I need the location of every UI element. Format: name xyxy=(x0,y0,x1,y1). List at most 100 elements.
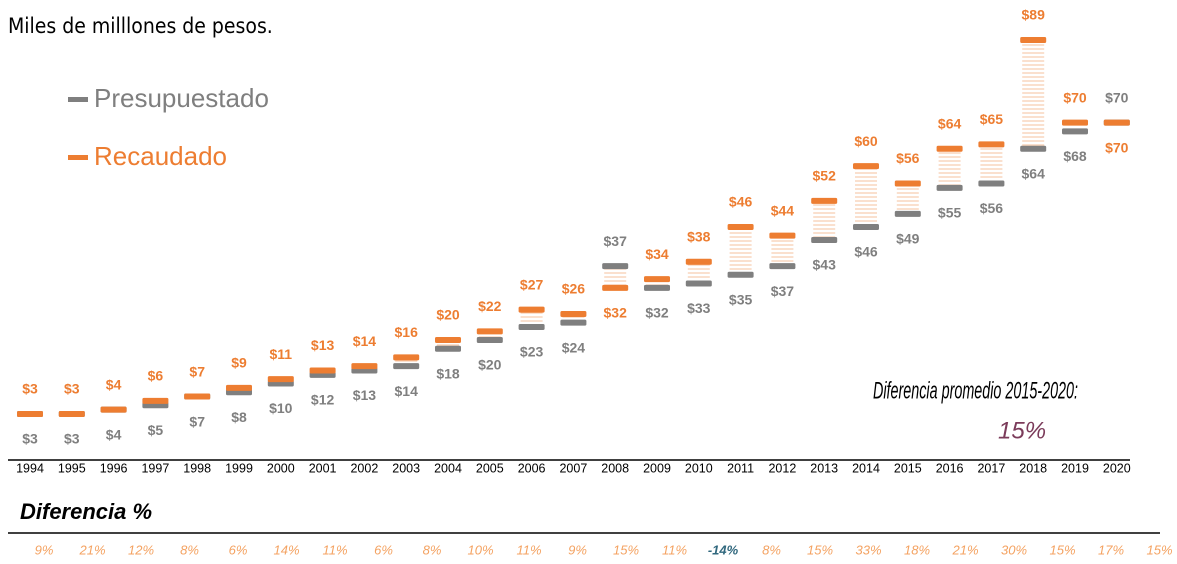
dumbbell-end xyxy=(769,232,796,239)
data-label: $46 xyxy=(854,244,878,260)
data-label: $18 xyxy=(436,365,460,381)
x-tick-label: 1999 xyxy=(225,461,253,475)
gap-hatch xyxy=(646,279,668,288)
dumbbell-end xyxy=(351,363,378,370)
gap-hatch xyxy=(562,313,585,323)
data-label: $32 xyxy=(604,305,628,321)
x-tick-label: 2007 xyxy=(559,461,587,475)
data-label: $23 xyxy=(520,344,544,360)
data-label: $44 xyxy=(771,202,795,218)
legend-swatch xyxy=(68,97,88,102)
data-label: $35 xyxy=(729,292,753,308)
difference-label: 6% xyxy=(229,542,248,557)
data-label: $64 xyxy=(938,115,962,131)
data-label: $10 xyxy=(269,400,293,416)
dumbbell-end xyxy=(518,323,545,330)
dumbbell-end xyxy=(894,180,921,187)
data-label: $70 xyxy=(1105,89,1129,105)
dumbbell-end xyxy=(560,310,587,317)
gap-hatch xyxy=(687,261,710,284)
data-label: $26 xyxy=(562,281,586,297)
difference-label: 10% xyxy=(467,542,493,557)
data-label: $13 xyxy=(353,387,377,403)
difference-label: 21% xyxy=(951,542,978,557)
data-label: $56 xyxy=(980,200,1004,216)
difference-label: 18% xyxy=(904,542,930,557)
dumbbell-end xyxy=(853,223,879,230)
dumbbell-end xyxy=(1020,145,1047,152)
difference-label: 12% xyxy=(128,542,154,557)
x-tick-label: 1995 xyxy=(58,461,86,475)
data-label: $38 xyxy=(687,228,711,244)
x-tick-label: 2010 xyxy=(685,461,713,475)
x-tick-label: 2003 xyxy=(392,461,420,475)
dumbbell-end xyxy=(894,210,921,217)
x-tick-label: 2000 xyxy=(267,461,295,475)
dumbbell-end xyxy=(936,145,963,152)
data-label: $20 xyxy=(436,307,460,323)
dumbbell-end xyxy=(644,284,670,291)
data-label: $11 xyxy=(270,346,293,362)
annotation-value: 15% xyxy=(998,417,1046,444)
difference-label: 11% xyxy=(322,542,347,557)
difference-label: 15% xyxy=(613,542,639,557)
dumbbell-end xyxy=(602,263,629,270)
difference-label: 11% xyxy=(662,542,687,557)
difference-label: 8% xyxy=(423,542,442,557)
x-tick-label: 2018 xyxy=(1019,461,1047,475)
data-label: $3 xyxy=(64,431,80,447)
dumbbell-end xyxy=(1062,128,1088,135)
x-tick-label: 2017 xyxy=(977,461,1005,475)
dumbbell-end xyxy=(309,367,336,374)
dumbbell-end xyxy=(476,337,503,344)
data-label: $37 xyxy=(604,233,628,249)
gap-hatch xyxy=(855,166,877,227)
dumbbell-end xyxy=(267,376,294,383)
data-label: $3 xyxy=(22,431,38,447)
x-tick-label: 2015 xyxy=(894,461,922,475)
x-tick-label: 2004 xyxy=(434,461,462,475)
dumbbell-end xyxy=(393,354,420,361)
data-label: $65 xyxy=(980,111,1004,127)
dumbbell-end xyxy=(936,184,963,191)
dumbbell-end xyxy=(435,337,461,344)
difference-label: 14% xyxy=(273,542,299,557)
data-label: $37 xyxy=(771,283,795,299)
data-label: $33 xyxy=(687,300,711,316)
dumbbell-end xyxy=(184,393,211,400)
dumbbell-end xyxy=(518,306,545,313)
difference-label: 33% xyxy=(855,542,881,557)
data-label: $5 xyxy=(148,422,164,438)
dumbbell-end xyxy=(727,271,754,278)
annotation-text: Diferencia promedio 2015-2020: xyxy=(873,377,1078,404)
x-tick-label: 2013 xyxy=(810,461,838,475)
data-label: $70 xyxy=(1105,139,1129,155)
dumbbell-end xyxy=(560,319,587,326)
data-label: $14 xyxy=(395,383,419,399)
x-tick-label: 2002 xyxy=(350,461,378,475)
data-label: $16 xyxy=(395,324,419,340)
gap-hatch xyxy=(437,340,459,349)
gap-hatch xyxy=(520,309,543,327)
data-label: $3 xyxy=(22,381,38,397)
dumbbell-end xyxy=(811,237,838,244)
dumbbell-end xyxy=(1103,119,1130,126)
difference-label: 6% xyxy=(374,542,393,557)
difference-label: 21% xyxy=(78,542,105,557)
data-label: $24 xyxy=(562,339,586,355)
data-label: $6 xyxy=(148,368,164,384)
x-tick-label: 2012 xyxy=(768,461,796,475)
difference-label: 9% xyxy=(568,542,587,557)
data-label: $46 xyxy=(729,194,753,210)
legend-label: Recaudado xyxy=(94,141,227,171)
difference-label: 15% xyxy=(1049,542,1075,557)
data-label: $27 xyxy=(520,276,544,292)
dumbbell-end xyxy=(17,410,43,417)
difference-label: 17% xyxy=(1098,542,1124,557)
gap-hatch xyxy=(604,266,627,288)
data-label: $52 xyxy=(813,168,837,184)
x-tick-label: 1994 xyxy=(16,461,44,475)
data-label: $22 xyxy=(478,298,502,314)
data-label: $3 xyxy=(64,381,80,397)
